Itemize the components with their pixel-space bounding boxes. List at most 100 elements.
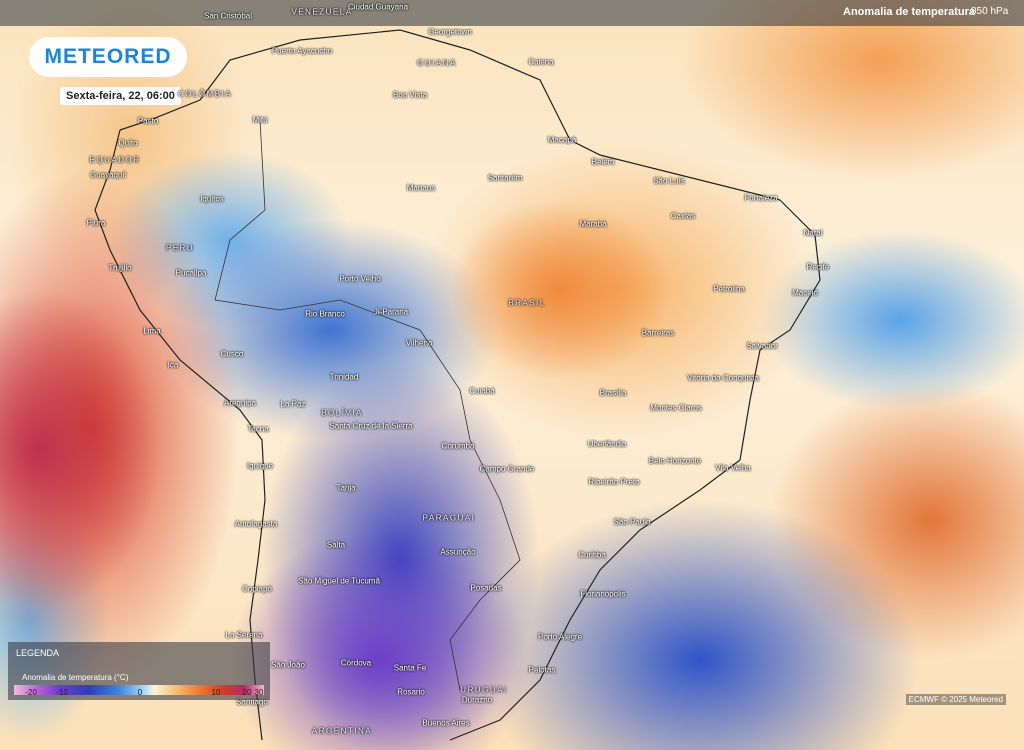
city-label: Copiapó	[242, 584, 272, 594]
city-label: Assunção	[440, 547, 476, 557]
coast-west	[94, 129, 266, 741]
city-label: Durazno	[461, 695, 493, 705]
country-label: URUGUAI	[460, 685, 508, 695]
city-label: Georgetown	[428, 27, 472, 37]
city-label: Caiena	[528, 57, 554, 67]
city-label: Ribeirão Preto	[588, 477, 640, 487]
pressure-level: 850 hPa	[971, 6, 1009, 17]
country-label: VENEZUELA	[291, 7, 353, 17]
city-label: Maceió	[792, 288, 818, 298]
city-label: São Luís	[653, 176, 685, 186]
credit: ECMWF © 2025 Meteored	[905, 694, 1006, 705]
city-label: Uberlândia	[587, 439, 627, 449]
coast-east	[119, 29, 821, 741]
city-label: Córdova	[340, 658, 372, 668]
city-label: São João	[271, 660, 305, 670]
city-label: Porto Velho	[339, 274, 381, 284]
city-label: Recife	[806, 262, 830, 272]
city-label: Mitú	[252, 115, 268, 125]
city-label: Piura	[86, 218, 106, 228]
city-label: Natal	[803, 228, 823, 238]
city-label: Antofagasta	[234, 519, 278, 529]
city-label: Lima	[143, 326, 161, 336]
city-label: Brasília	[599, 388, 627, 398]
city-label: Cusco	[220, 349, 244, 359]
country-label: PARAGUAI	[422, 513, 476, 523]
color-bar	[14, 685, 264, 695]
city-label: Vitória da Conquista	[687, 373, 759, 383]
city-label: Rosario	[397, 687, 425, 697]
country-label: BRASIL	[508, 298, 546, 308]
city-label: Quito	[118, 138, 138, 148]
city-label: Trujillo	[108, 263, 132, 273]
city-label: Iquitos	[200, 194, 224, 204]
borders	[214, 119, 521, 691]
city-label: Pucallpa	[175, 268, 207, 278]
city-label: Curitiba	[578, 550, 606, 560]
top-bar: Anomalia de temperatura 850 hPa	[0, 0, 1024, 26]
city-label: Iquique	[246, 461, 274, 471]
city-label: Cuiabá	[469, 386, 495, 396]
city-label: San Cristóbal	[203, 11, 253, 21]
city-label: Macapá	[547, 135, 577, 145]
country-label: PERU	[165, 243, 195, 253]
city-label: Marabá	[579, 219, 607, 229]
city-label: Posadas	[470, 583, 502, 593]
city-label: Guayaquil	[89, 170, 127, 180]
city-label: Santa Cruz de la Sierra	[329, 421, 413, 431]
legend-title: LEGENDA	[16, 648, 60, 658]
city-label: Tacna	[247, 424, 269, 434]
city-label: São Miguel de Tucumã	[298, 576, 380, 586]
city-label: Arequipa	[223, 398, 257, 408]
legend: LEGENDA Anomalia de temperatura (°C) -20…	[8, 642, 270, 700]
city-label: Ji-Paraná	[373, 307, 409, 317]
city-label: Corumbá	[441, 441, 475, 451]
city-label: Ica	[167, 360, 179, 370]
city-label: Salta	[326, 540, 346, 550]
city-label: Vilhena	[405, 338, 433, 348]
city-label: Pelotas	[528, 665, 556, 675]
city-label: Rio Branco	[305, 309, 345, 319]
city-label: Pasto	[137, 116, 159, 126]
city-label: Tarija	[336, 483, 356, 493]
country-label: EQUADOR	[89, 155, 141, 165]
city-label: Vila Velha	[715, 463, 751, 473]
city-label: Caxias	[670, 211, 696, 221]
city-label: Porto Alegre	[537, 632, 583, 642]
city-label: Santarém	[487, 173, 523, 183]
city-label: Barreiras	[641, 328, 675, 338]
city-label: Florianópolis	[580, 589, 626, 599]
city-label: Ciudad Guayana	[347, 2, 409, 12]
city-label: Trinidad	[329, 372, 359, 382]
country-label: GUIANA	[417, 58, 457, 68]
city-label: Belo Horizonte	[648, 456, 702, 466]
legend-tick: -10	[56, 688, 68, 697]
city-label: Campo Grande	[479, 464, 535, 474]
country-label: BOLÍVIA	[321, 408, 363, 418]
legend-tick: 20	[242, 688, 252, 697]
legend-label: Anomalia de temperatura (°C)	[22, 673, 129, 682]
city-label: La Paz	[280, 399, 306, 409]
legend-tick: 10	[211, 688, 221, 697]
city-label: São Paulo	[613, 517, 651, 527]
legend-tick: 30	[254, 688, 264, 697]
logo[interactable]: METEORED	[29, 37, 187, 77]
country-label: COLÔMBIA	[177, 89, 233, 99]
city-label: Fortaleza	[744, 193, 778, 203]
city-label: Belém	[591, 157, 615, 167]
city-label: Buenos Aires	[422, 718, 470, 728]
city-label: Puerto Ayacucho	[271, 46, 333, 56]
city-label: Petrolina	[713, 284, 745, 294]
city-label: Boa Vista	[392, 90, 428, 100]
legend-tick: 0	[137, 688, 143, 697]
city-label: Manaus	[406, 183, 436, 193]
city-label: Santa Fe	[393, 663, 427, 673]
country-label: ARGENTINA	[311, 726, 373, 736]
date-label: Sexta-feira, 22, 06:00	[60, 87, 181, 105]
layer-name: Anomalia de temperatura	[843, 6, 976, 18]
city-label: La Serena	[225, 630, 263, 640]
